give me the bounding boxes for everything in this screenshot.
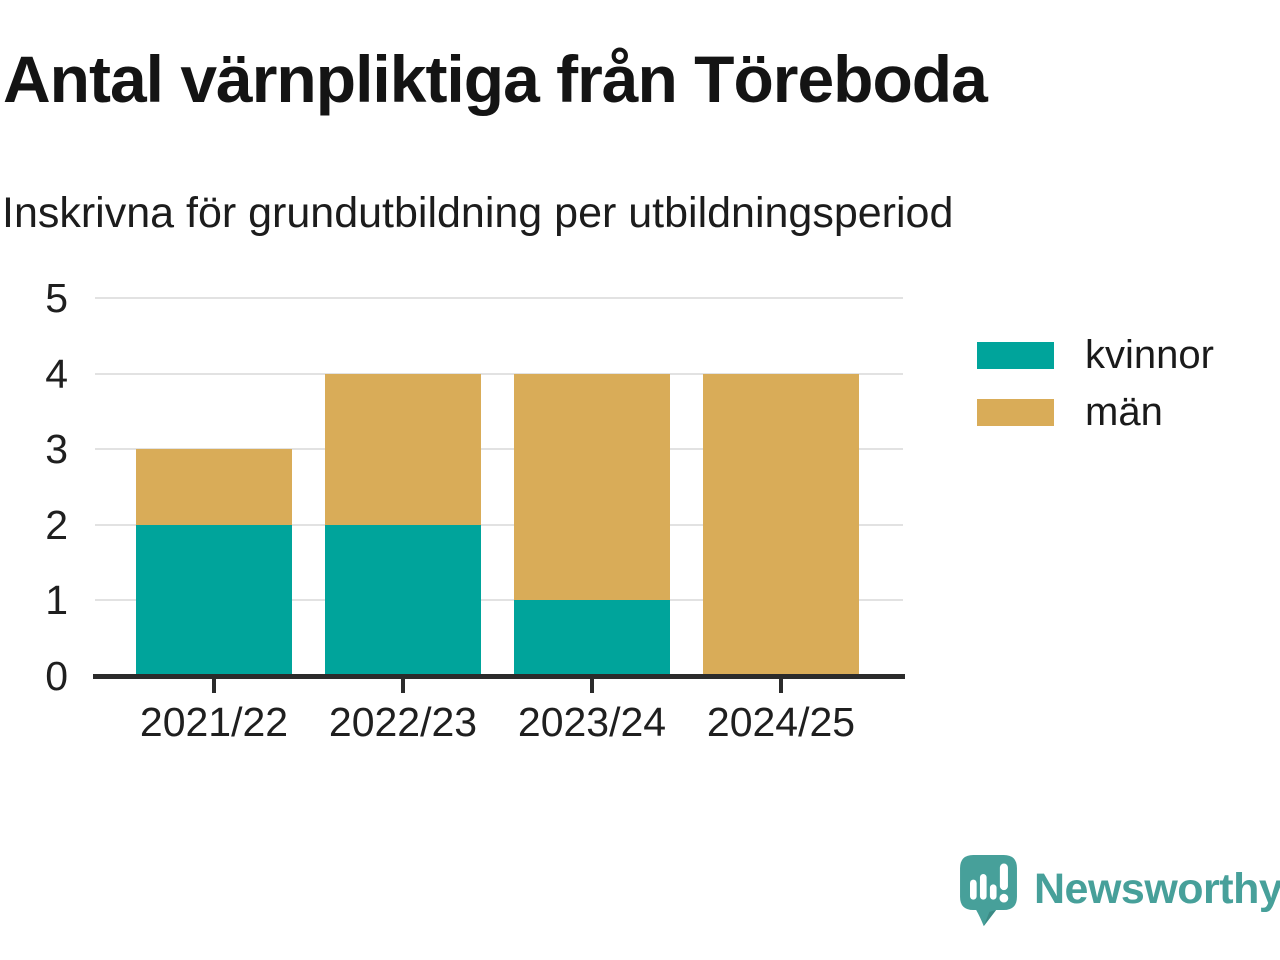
bar-2021-22-kvinnor [136, 524, 292, 676]
x-axis-tick [779, 679, 783, 693]
x-axis-label: 2023/24 [517, 699, 667, 745]
bar-2024-25-män [703, 373, 859, 676]
bar-2023-24-kvinnor [514, 600, 670, 676]
brand-name: Newsworthy [1034, 864, 1280, 913]
x-axis-tick [590, 679, 594, 693]
y-axis-label: 3 [45, 426, 68, 473]
x-axis-label: 2022/23 [328, 699, 478, 745]
bar-2023-24-män [514, 373, 670, 601]
x-axis-tick [401, 679, 405, 693]
legend-swatch-kvinnor [977, 342, 1054, 369]
x-axis-label: 2024/25 [706, 699, 856, 745]
y-axis-label: 0 [45, 653, 68, 699]
y-axis-label: 1 [45, 577, 68, 624]
bar-2022-23-kvinnor [325, 524, 481, 676]
bar-2022-23-män [325, 373, 481, 525]
newsworthy-logo-icon [960, 855, 1017, 927]
y-axis-label: 5 [45, 275, 68, 321]
legend-label-kvinnor: kvinnor [1085, 333, 1214, 377]
y-axis-label: 2 [45, 501, 68, 548]
x-axis-line [93, 674, 905, 679]
gridline-y4 [95, 372, 903, 375]
legend-swatch-man [977, 399, 1054, 426]
chart-subtitle: Inskrivna för grundutbildning per utbild… [2, 189, 954, 237]
gridline-y3 [95, 448, 903, 451]
gridline-y2 [95, 523, 903, 526]
y-axis-label: 4 [45, 350, 68, 397]
gridline-y1 [95, 599, 903, 602]
bar-2021-22-män [136, 449, 292, 525]
legend-label-man: män [1085, 390, 1163, 434]
x-axis-tick [212, 679, 216, 693]
brand-footer: Newsworthy [960, 853, 1280, 931]
x-axis-label: 2021/22 [139, 699, 289, 745]
chart-title: Antal värnpliktiga från Töreboda [3, 42, 988, 116]
gridline-y5 [95, 297, 903, 299]
